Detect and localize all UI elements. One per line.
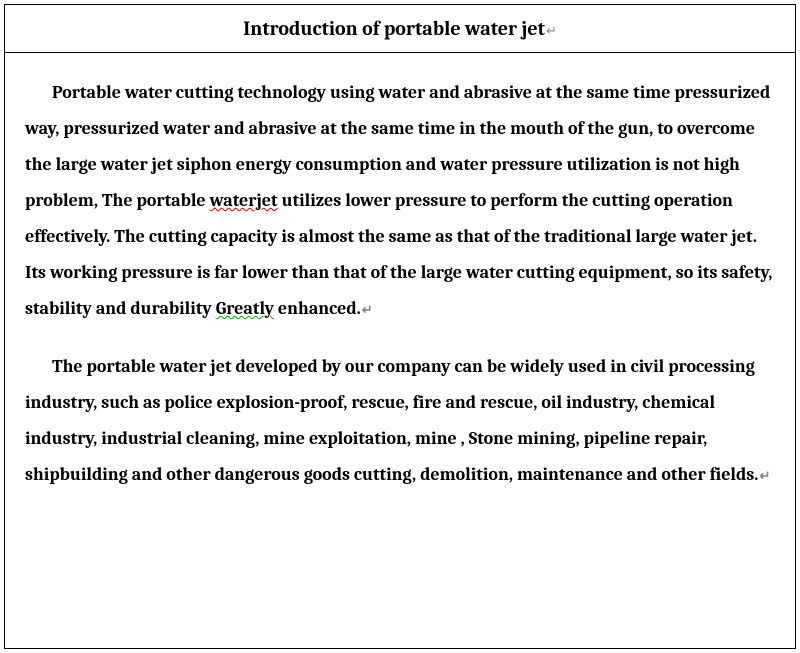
paragraph-mark-icon: ↵ <box>546 24 557 39</box>
title-cell: Introduction of portable water jet↵ <box>5 5 795 53</box>
paragraph-1: Portable water cutting technology using … <box>25 75 775 327</box>
spellcheck-word-waterjet: waterjet <box>210 190 278 211</box>
paragraph-1-text-c: enhanced. <box>274 298 361 319</box>
paragraph-mark-icon: ↵ <box>759 469 770 484</box>
body-cell: Portable water cutting technology using … <box>5 53 795 648</box>
paragraph-2-text: The portable water jet developed by our … <box>25 356 758 485</box>
document-frame: Introduction of portable water jet↵ Port… <box>4 4 796 649</box>
document-title: Introduction of portable water jet <box>243 17 545 40</box>
grammar-word-greatly: Greatly <box>216 298 274 319</box>
paragraph-2: The portable water jet developed by our … <box>25 349 775 493</box>
paragraph-mark-icon: ↵ <box>362 303 373 318</box>
